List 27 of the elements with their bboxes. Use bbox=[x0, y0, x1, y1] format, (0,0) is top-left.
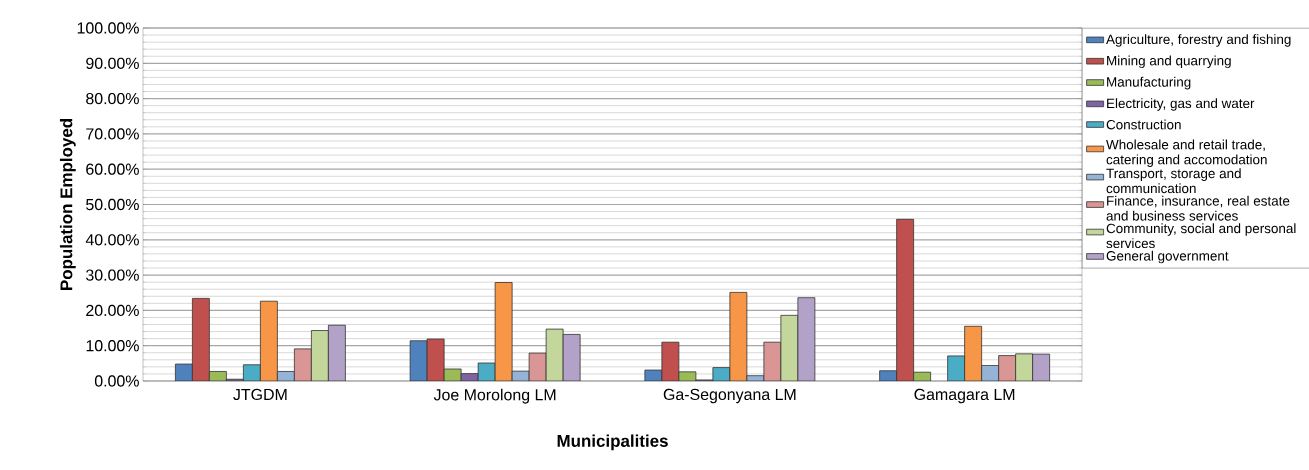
y-tick-label: 90.00% bbox=[86, 57, 139, 69]
legend-label: Community, social and personal services bbox=[1106, 223, 1296, 249]
y-tick-label: 10.00% bbox=[86, 340, 139, 352]
y-tick-label: 40.00% bbox=[85, 234, 139, 246]
y-tick-label: 70.00% bbox=[86, 128, 139, 140]
x-tick-label: Joe Morolong LM bbox=[433, 388, 556, 404]
legend-label: General government bbox=[1106, 250, 1229, 264]
y-tick-label: 20.00% bbox=[86, 304, 139, 317]
x-tick-label: Gamagara LM bbox=[914, 388, 1015, 404]
y-tick-label: 50.00% bbox=[86, 198, 139, 211]
y-tick-label: 0.00% bbox=[94, 375, 139, 387]
y-axis-title: Population Employed bbox=[59, 119, 76, 290]
legend-label: Mining and quarrying bbox=[1107, 55, 1231, 69]
legend-label: Wholesale and retail trade, catering and accomodation bbox=[1106, 139, 1267, 168]
y-tick-label: 100.00% bbox=[77, 22, 139, 34]
legend-label: Agriculture, forestry and fishing bbox=[1106, 34, 1291, 47]
legend-label: Finance, insurance, real estate and business services bbox=[1106, 195, 1290, 221]
legend-label: Electricity, gas and water bbox=[1107, 98, 1255, 111]
y-tick-label: 80.00% bbox=[86, 92, 139, 105]
x-tick-label: JTGDM bbox=[233, 388, 287, 401]
legend-label: Construction bbox=[1106, 119, 1181, 130]
legend-label: Manufacturing bbox=[1107, 76, 1191, 90]
y-tick-label: 60.00% bbox=[86, 163, 139, 175]
legend-label: Transport, storage and communication bbox=[1106, 168, 1241, 194]
y-tick-label: 30.00% bbox=[86, 269, 139, 281]
x-tick-label: Ga-Segonyana LM bbox=[663, 388, 796, 404]
x-axis-title: Municipalities bbox=[557, 434, 668, 451]
